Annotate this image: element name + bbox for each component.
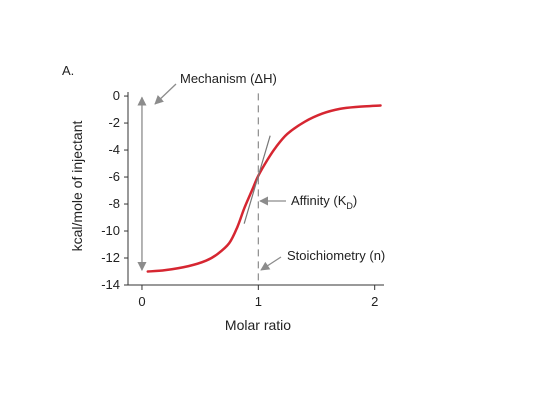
- x-tick-label: 0: [138, 294, 145, 309]
- mechanism-pointer-arrow: [154, 83, 177, 105]
- series-layer: [146, 93, 382, 285]
- binding-curve-series-0: [146, 104, 382, 273]
- stoichiometry-annotation: Stoichiometry (n): [287, 248, 385, 263]
- affinity-subscript: D: [346, 201, 353, 211]
- x-tick-label: 2: [371, 294, 378, 309]
- affinity-close: ): [353, 193, 357, 208]
- mechanism-annotation: Mechanism (ΔH): [180, 71, 277, 86]
- y-tick-label: 0: [113, 88, 120, 103]
- y-tick-label: -6: [108, 169, 120, 184]
- ticks: 0 -2 -4 -6 -8 -10 -12 -14 0 1 2: [101, 88, 378, 309]
- y-tick-label: -4: [108, 142, 120, 157]
- x-axis-title: Molar ratio: [225, 317, 291, 333]
- y-tick-label: -14: [101, 277, 120, 292]
- y-tick-label: -8: [108, 196, 120, 211]
- affinity-tangent-line: [243, 135, 271, 224]
- affinity-annotation: Affinity (KD): [291, 193, 357, 211]
- panel-label: A.: [62, 63, 74, 78]
- y-axis-title: kcal/mole of injectant: [69, 121, 85, 252]
- y-tick-label: -2: [108, 115, 120, 130]
- annotations: Mechanism (ΔH) Affinity (KD) Stoichiometry…: [137, 71, 385, 272]
- x-tick-label: 1: [255, 294, 262, 309]
- y-tick-label: -12: [101, 250, 120, 265]
- stoichiometry-pointer-arrow: [260, 256, 282, 271]
- axes: [127, 92, 384, 286]
- y-tick-label: -10: [101, 223, 120, 238]
